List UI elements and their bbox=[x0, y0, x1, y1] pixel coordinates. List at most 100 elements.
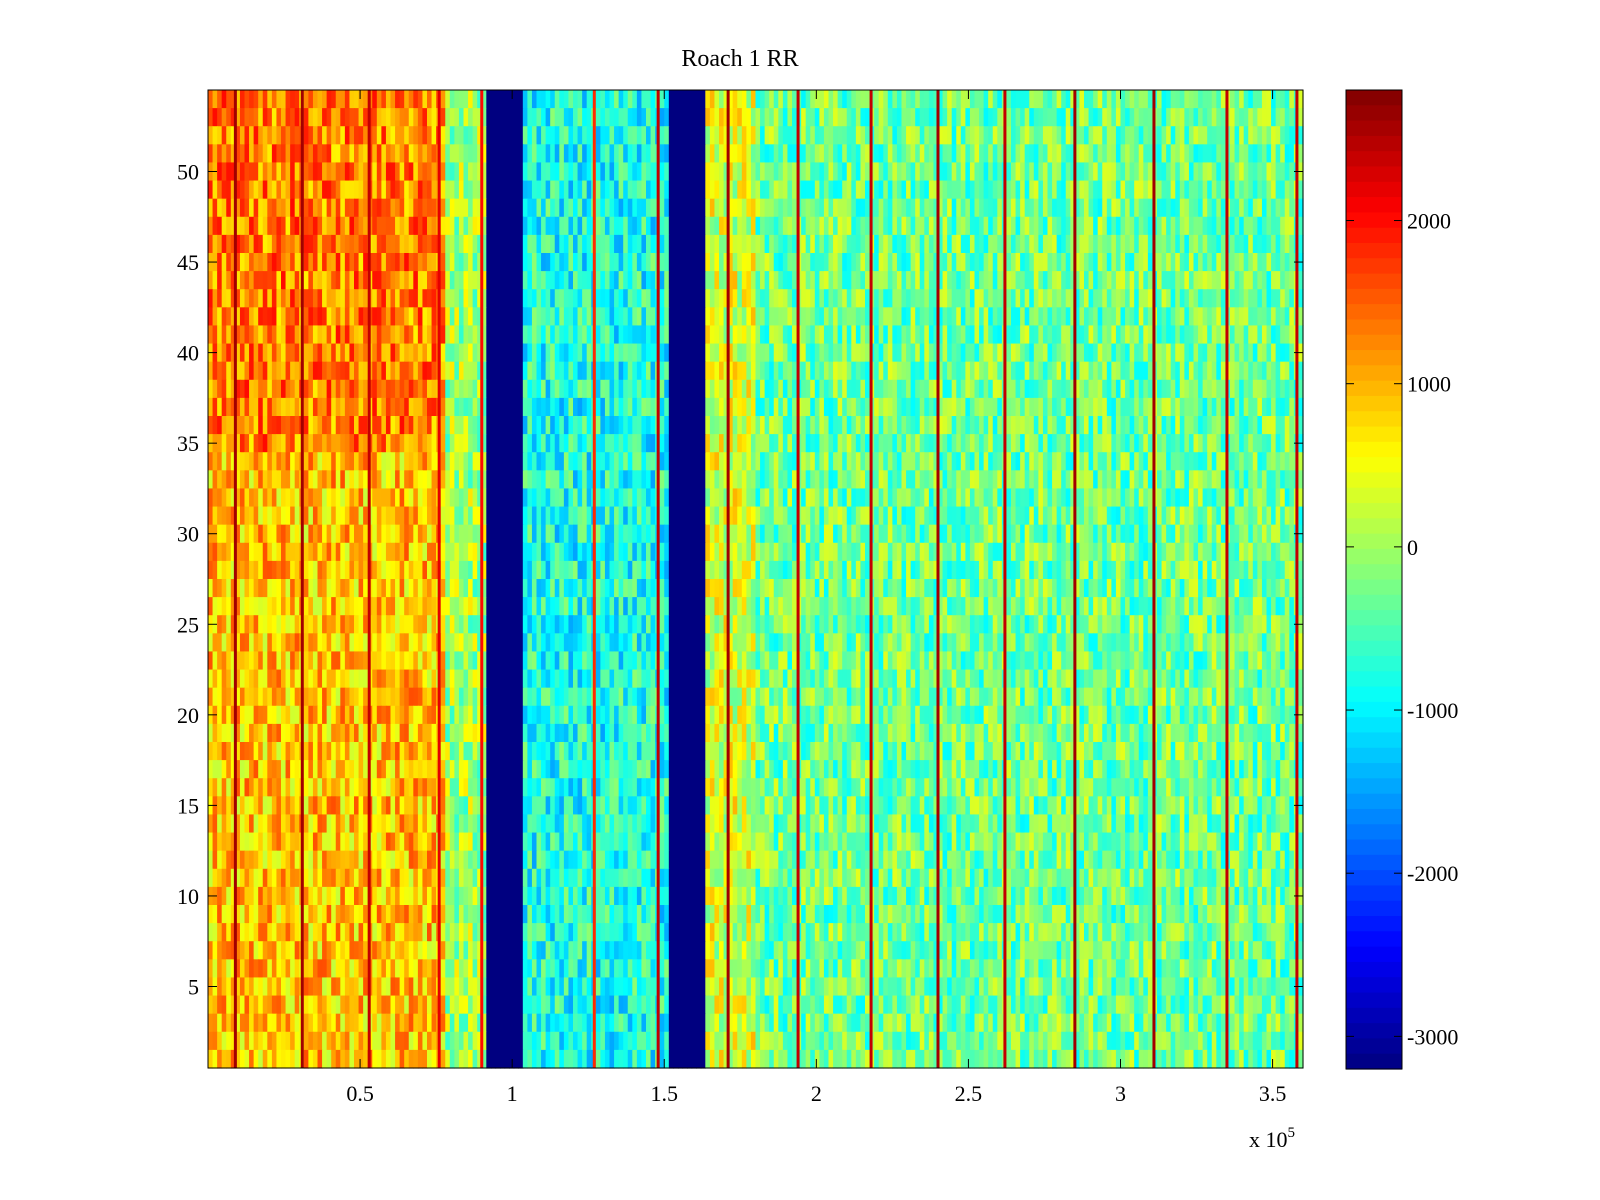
heatmap-cell bbox=[262, 198, 268, 218]
heatmap-cell bbox=[924, 271, 930, 290]
heatmap-cell bbox=[258, 343, 264, 363]
heatmap-cell bbox=[477, 198, 483, 218]
heatmap-cell bbox=[969, 271, 976, 290]
heatmap-cells bbox=[208, 90, 1304, 1069]
heatmap-cell bbox=[413, 452, 419, 471]
heatmap-cell bbox=[226, 198, 232, 218]
heatmap-cell bbox=[509, 108, 515, 127]
heatmap-cell bbox=[1248, 180, 1254, 200]
heatmap-cell bbox=[928, 180, 935, 200]
heatmap-cell bbox=[454, 108, 460, 127]
heatmap-cell bbox=[1020, 234, 1026, 254]
heatmap-cell bbox=[723, 307, 729, 327]
heatmap-cell bbox=[440, 162, 446, 182]
heatmap-cell bbox=[1243, 253, 1249, 272]
heatmap-cell bbox=[719, 343, 725, 363]
heatmap-cell bbox=[965, 271, 971, 290]
heatmap-cell bbox=[778, 90, 784, 109]
heatmap-cell bbox=[1289, 234, 1295, 254]
heatmap-cell bbox=[723, 325, 729, 345]
heatmap-cell bbox=[1038, 416, 1044, 435]
heatmap-cell bbox=[1248, 271, 1254, 290]
heatmap-cell bbox=[363, 162, 369, 182]
heatmap-cell bbox=[463, 198, 469, 218]
heatmap-cell bbox=[340, 162, 346, 182]
heatmap-cell bbox=[737, 253, 743, 272]
heatmap-cell bbox=[308, 307, 314, 327]
heatmap-cell bbox=[1138, 198, 1144, 218]
heatmap-cell bbox=[518, 162, 524, 182]
heatmap-cell bbox=[208, 307, 214, 327]
heatmap-cell bbox=[312, 253, 319, 272]
heatmap-cell bbox=[728, 361, 734, 381]
heatmap-cell bbox=[837, 108, 843, 127]
heatmap-cell bbox=[262, 253, 268, 272]
heatmap-cell bbox=[1202, 434, 1208, 453]
heatmap-cell bbox=[276, 234, 282, 254]
heatmap-cell bbox=[1024, 361, 1030, 381]
heatmap-cell bbox=[463, 289, 469, 308]
heatmap-cell bbox=[1202, 343, 1208, 363]
heatmap-cell bbox=[472, 126, 478, 145]
heatmap-cell bbox=[883, 416, 889, 435]
heatmap-cell bbox=[385, 180, 392, 200]
heatmap-cell bbox=[1184, 162, 1190, 182]
heatmap-cell bbox=[417, 108, 424, 127]
heatmap-cell bbox=[385, 108, 392, 127]
heatmap-cell bbox=[1052, 325, 1058, 345]
heatmap-cell bbox=[527, 361, 533, 381]
heatmap-cell bbox=[1097, 397, 1103, 417]
heatmap-cell bbox=[1193, 108, 1199, 127]
heatmap-cell bbox=[1216, 126, 1222, 145]
heatmap-cell bbox=[865, 234, 871, 254]
heatmap-cell bbox=[965, 289, 971, 308]
heatmap-cell bbox=[600, 452, 606, 471]
heatmap-cell bbox=[997, 108, 1003, 127]
heatmap-cell bbox=[1047, 234, 1053, 254]
heatmap-cell bbox=[938, 416, 944, 435]
heatmap-cell bbox=[1170, 416, 1176, 435]
heatmap-cell bbox=[568, 198, 574, 218]
heatmap-cell bbox=[641, 108, 647, 127]
heatmap-cell bbox=[910, 198, 916, 218]
heatmap-cell bbox=[408, 198, 414, 218]
heatmap-cell bbox=[472, 325, 478, 345]
heatmap-cell bbox=[928, 234, 935, 254]
heatmap-cell bbox=[363, 198, 369, 218]
heatmap-cell bbox=[1047, 307, 1053, 327]
heatmap-cell bbox=[792, 253, 798, 272]
heatmap-cell bbox=[1220, 379, 1227, 399]
heatmap-cell bbox=[919, 180, 925, 200]
heatmap-cell bbox=[782, 216, 789, 236]
heatmap-cell bbox=[1239, 234, 1245, 254]
heatmap-cell bbox=[1193, 144, 1199, 164]
heatmap-cell bbox=[322, 452, 328, 471]
heatmap-cell bbox=[988, 108, 994, 127]
heatmap-cell bbox=[477, 307, 483, 327]
heatmap-cell bbox=[226, 90, 232, 109]
heatmap-cell bbox=[463, 126, 469, 145]
heatmap-cell bbox=[677, 343, 684, 363]
heatmap-cell bbox=[700, 198, 706, 218]
heatmap-cell bbox=[1193, 198, 1199, 218]
heatmap-cell bbox=[942, 234, 948, 254]
heatmap-cell bbox=[887, 90, 893, 109]
heatmap-cell bbox=[664, 90, 670, 109]
heatmap-cell bbox=[947, 434, 953, 453]
heatmap-cell bbox=[1061, 452, 1067, 471]
heatmap-cell bbox=[582, 325, 588, 345]
heatmap-cell bbox=[741, 216, 747, 236]
heatmap-cell bbox=[988, 90, 994, 109]
heatmap-cell bbox=[865, 198, 871, 218]
heatmap-cell bbox=[627, 108, 633, 127]
heatmap-cell bbox=[691, 198, 697, 218]
heatmap-cell bbox=[1289, 271, 1295, 290]
heatmap-cell bbox=[833, 234, 839, 254]
heatmap-cell bbox=[427, 126, 433, 145]
heatmap-cell bbox=[308, 90, 314, 109]
heatmap-cell bbox=[417, 361, 424, 381]
heatmap-cell bbox=[1006, 434, 1012, 453]
heatmap-cell bbox=[472, 144, 478, 164]
heatmap-cell bbox=[787, 144, 793, 164]
heatmap-cell bbox=[1074, 416, 1081, 435]
